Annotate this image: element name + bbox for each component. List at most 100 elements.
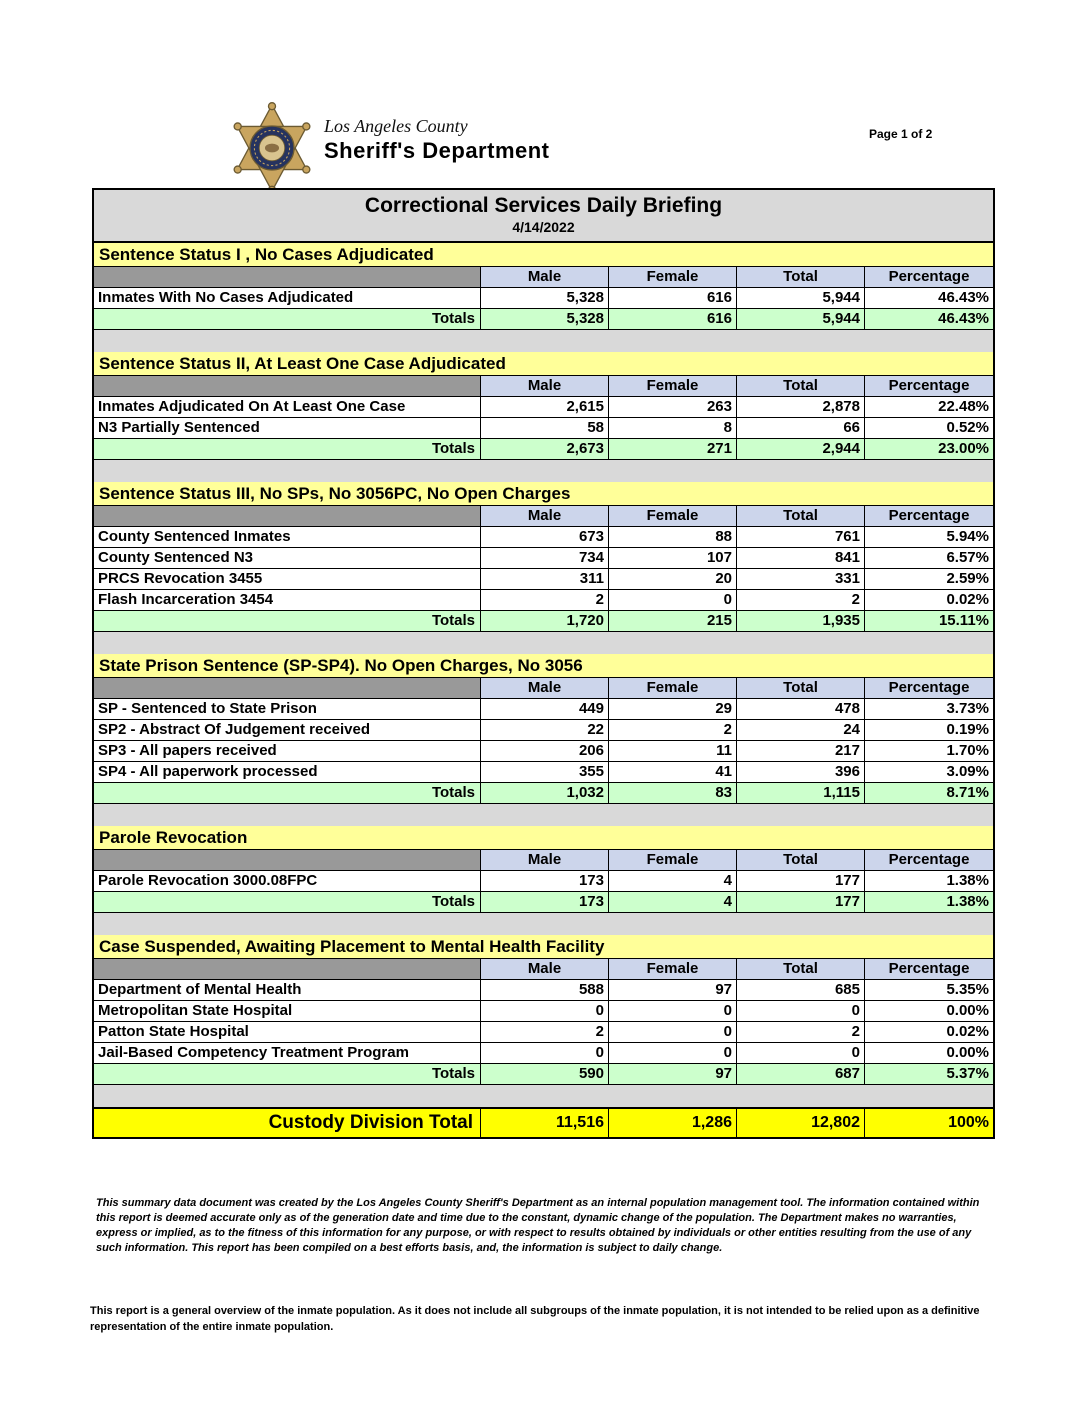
row-label: Inmates Adjudicated On At Least One Case (94, 397, 481, 417)
data-row: County Sentenced N3 734 107 841 6.57% (94, 548, 993, 569)
cell-female: 97 (609, 980, 737, 1000)
row-label: County Sentenced N3 (94, 548, 481, 568)
row-label: SP4 - All paperwork processed (94, 762, 481, 782)
cell-male: 355 (481, 762, 609, 782)
totals-label: Totals (94, 892, 481, 912)
cell-percentage: 0.19% (865, 720, 993, 740)
totals-male: 5,328 (481, 309, 609, 329)
totals-row: Totals 590 97 687 5.37% (94, 1064, 993, 1085)
totals-row: Totals 2,673 271 2,944 23.00% (94, 439, 993, 460)
disclaimer-text: This summary data document was created b… (96, 1197, 980, 1254)
column-header-female: Female (609, 376, 737, 396)
cell-total: 396 (737, 762, 865, 782)
cell-percentage: 0.00% (865, 1001, 993, 1021)
totals-male: 590 (481, 1064, 609, 1084)
row-label: SP2 - Abstract Of Judgement received (94, 720, 481, 740)
totals-row: Totals 1,032 83 1,115 8.71% (94, 783, 993, 804)
totals-female: 83 (609, 783, 737, 803)
section-title: Sentence Status I , No Cases Adjudicated (94, 243, 993, 267)
header-empty-cell (94, 678, 481, 698)
grand-total-female: 1,286 (609, 1109, 737, 1137)
data-row: Department of Mental Health 588 97 685 5.35% (94, 980, 993, 1001)
row-label: Inmates With No Cases Adjudicated (94, 288, 481, 308)
totals-male: 1,720 (481, 611, 609, 631)
column-header-total: Total (737, 850, 865, 870)
cell-total: 478 (737, 699, 865, 719)
totals-total: 1,115 (737, 783, 865, 803)
section-0: Sentence Status I , No Cases Adjudicated… (94, 243, 993, 330)
column-header-total: Total (737, 376, 865, 396)
totals-row: Totals 173 4 177 1.38% (94, 892, 993, 913)
row-label: Jail-Based Competency Treatment Program (94, 1043, 481, 1063)
header-empty-cell (94, 376, 481, 396)
column-header-percentage: Percentage (865, 959, 993, 979)
logo-text: Los Angeles County Sheriff's Department (324, 116, 550, 164)
section-title: Parole Revocation (94, 826, 993, 850)
cell-total: 66 (737, 418, 865, 438)
data-row: SP - Sentenced to State Prison 449 29 478 3.… (94, 699, 993, 720)
data-row: Inmates Adjudicated On At Least One Case… (94, 397, 993, 418)
cell-female: 88 (609, 527, 737, 547)
grand-total-male: 11,516 (481, 1109, 609, 1137)
sheriff-star-icon (233, 102, 311, 194)
column-header-male: Male (481, 678, 609, 698)
totals-label: Totals (94, 439, 481, 459)
totals-male: 2,673 (481, 439, 609, 459)
data-row: Patton State Hospital 2 0 2 0.02% (94, 1022, 993, 1043)
grand-total-percentage: 100% (865, 1109, 993, 1137)
cell-male: 673 (481, 527, 609, 547)
cell-male: 206 (481, 741, 609, 761)
row-label: Metropolitan State Hospital (94, 1001, 481, 1021)
section-title: Sentence Status III, No SPs, No 3056PC, … (94, 482, 993, 506)
row-label: Department of Mental Health (94, 980, 481, 1000)
column-header-total: Total (737, 678, 865, 698)
page-indicator: Page 1 of 2 (869, 127, 933, 141)
cell-male: 58 (481, 418, 609, 438)
column-header-female: Female (609, 850, 737, 870)
row-label: SP3 - All papers received (94, 741, 481, 761)
totals-total: 2,944 (737, 439, 865, 459)
column-header-male: Male (481, 850, 609, 870)
row-label: SP - Sentenced to State Prison (94, 699, 481, 719)
header-empty-cell (94, 959, 481, 979)
column-header-percentage: Percentage (865, 678, 993, 698)
totals-percentage: 1.38% (865, 892, 993, 912)
row-label: Flash Incarceration 3454 (94, 590, 481, 610)
totals-percentage: 15.11% (865, 611, 993, 631)
cell-percentage: 5.35% (865, 980, 993, 1000)
cell-female: 263 (609, 397, 737, 417)
column-header-total: Total (737, 506, 865, 526)
grand-total-total: 12,802 (737, 1109, 865, 1137)
sections-host: Sentence Status I , No Cases Adjudicated… (94, 243, 993, 1085)
totals-female: 215 (609, 611, 737, 631)
cell-male: 311 (481, 569, 609, 589)
cell-percentage: 1.70% (865, 741, 993, 761)
cell-female: 11 (609, 741, 737, 761)
data-row: Metropolitan State Hospital 0 0 0 0.00% (94, 1001, 993, 1022)
cell-female: 0 (609, 590, 737, 610)
totals-total: 177 (737, 892, 865, 912)
row-label: Parole Revocation 3000.08FPC (94, 871, 481, 891)
report-title: Correctional Services Daily Briefing (364, 194, 723, 217)
cell-male: 0 (481, 1001, 609, 1021)
cell-male: 2 (481, 1022, 609, 1042)
cell-percentage: 46.43% (865, 288, 993, 308)
cell-male: 0 (481, 1043, 609, 1063)
column-header-percentage: Percentage (865, 850, 993, 870)
cell-total: 685 (737, 980, 865, 1000)
cell-female: 2 (609, 720, 737, 740)
custody-division-total-row: Custody Division Total 11,516 1,286 12,8… (94, 1107, 993, 1137)
header-empty-cell (94, 506, 481, 526)
column-header-row: Male Female Total Percentage (94, 506, 993, 527)
section-title: Case Suspended, Awaiting Placement to Me… (94, 935, 993, 959)
cell-percentage: 3.09% (865, 762, 993, 782)
totals-female: 4 (609, 892, 737, 912)
data-row: SP4 - All paperwork processed 355 41 396 3.0… (94, 762, 993, 783)
column-header-row: Male Female Total Percentage (94, 376, 993, 397)
cell-male: 588 (481, 980, 609, 1000)
totals-percentage: 8.71% (865, 783, 993, 803)
cell-percentage: 3.73% (865, 699, 993, 719)
totals-percentage: 46.43% (865, 309, 993, 329)
column-header-total: Total (737, 267, 865, 287)
cell-percentage: 6.57% (865, 548, 993, 568)
